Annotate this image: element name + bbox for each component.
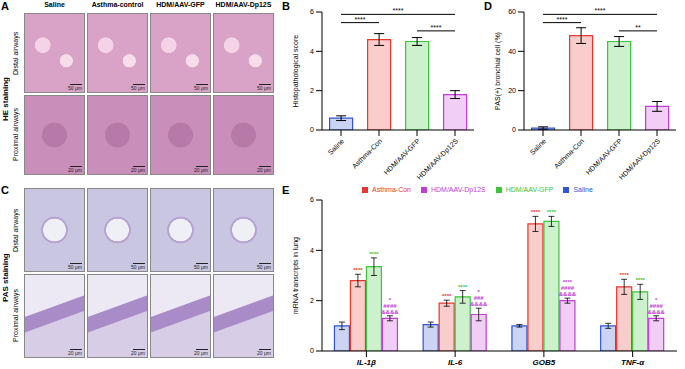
svg-text:*####&&&&: *####&&&& xyxy=(648,297,666,315)
svg-text:Asthma-Con: Asthma-Con xyxy=(553,137,586,170)
html-text:PAS staining: PAS staining xyxy=(1,253,10,303)
svg-text:****: **** xyxy=(595,7,606,14)
html-text:50 μm: 50 μm xyxy=(68,264,82,270)
svg-text:40: 40 xyxy=(508,48,516,55)
html-text:50 μm: 50 μm xyxy=(194,85,208,91)
svg-text:HDM/AAV-Dp12S: HDM/AAV-Dp12S xyxy=(618,137,663,182)
svg-text:2: 2 xyxy=(310,87,314,94)
svg-text:****: **** xyxy=(557,16,568,23)
svg-text:IL-6: IL-6 xyxy=(448,358,463,367)
html-text:Proximal airways: Proximal airways xyxy=(12,289,19,343)
html-text:Saline: Saline xyxy=(44,1,65,8)
svg-text:Histopathological score: Histopathological score xyxy=(292,35,300,107)
html-text:50 μm: 50 μm xyxy=(257,85,271,91)
html-text:Asthma-Con: Asthma-Con xyxy=(372,186,411,193)
svg-text:6: 6 xyxy=(310,196,314,203)
svg-text:****: **** xyxy=(431,24,442,31)
svg-text:0: 0 xyxy=(512,126,516,133)
html-text:HE staining: HE staining xyxy=(1,77,10,121)
svg-text:60: 60 xyxy=(508,8,516,15)
html-text:20 μm: 20 μm xyxy=(68,167,82,173)
html-text:20 μm: 20 μm xyxy=(131,350,145,356)
svg-text:TNF-α: TNF-α xyxy=(621,358,645,367)
svg-text:mRNA transcripts in lung: mRNA transcripts in lung xyxy=(292,237,300,314)
svg-text:4: 4 xyxy=(310,247,314,254)
svg-text:HDM/AAV-GFP: HDM/AAV-GFP xyxy=(383,137,422,176)
svg-text:****: **** xyxy=(355,16,366,23)
svg-text:PAS(+) bronchial cell (%): PAS(+) bronchial cell (%) xyxy=(494,32,502,110)
html-text:20 μm: 20 μm xyxy=(257,350,271,356)
svg-text:Saline: Saline xyxy=(327,137,346,156)
svg-text:****: **** xyxy=(636,277,646,283)
svg-text:IL-1β: IL-1β xyxy=(357,358,376,367)
svg-text:HDM/AAV-Dp12S: HDM/AAV-Dp12S xyxy=(416,137,461,182)
svg-text:****: **** xyxy=(458,284,468,290)
svg-text:Asthma-Con: Asthma-Con xyxy=(351,137,384,170)
svg-text:****: **** xyxy=(369,251,379,257)
html-text:Distal airways: Distal airways xyxy=(12,208,19,252)
html-text:A: A xyxy=(1,0,9,12)
svg-text:Saline: Saline xyxy=(529,137,548,156)
html-text:50 μm: 50 μm xyxy=(194,264,208,270)
html-text:20 μm: 20 μm xyxy=(257,167,271,173)
html-text:HDM/AAV-Dp12S: HDM/AAV-Dp12S xyxy=(215,1,272,8)
html-text:50 μm: 50 μm xyxy=(131,85,145,91)
html-text:Saline: Saline xyxy=(573,186,593,193)
svg-text:6: 6 xyxy=(310,8,314,15)
svg-text:*###&&&&: *###&&&& xyxy=(470,289,488,307)
html-text:Asthma-control: Asthma-control xyxy=(91,1,144,8)
html-text:C: C xyxy=(1,184,9,196)
html-text:20 μm: 20 μm xyxy=(131,167,145,173)
svg-text:2: 2 xyxy=(310,297,314,304)
html-text:20 μm: 20 μm xyxy=(194,167,208,173)
html-text:Proximal airways: Proximal airways xyxy=(12,108,19,162)
svg-text:****: **** xyxy=(442,293,452,299)
svg-text:****: **** xyxy=(620,272,630,278)
svg-text:4: 4 xyxy=(310,48,314,55)
svg-text:*####&&&&: *####&&&& xyxy=(381,297,399,315)
html-text:50 μm: 50 μm xyxy=(68,85,82,91)
svg-text:****: **** xyxy=(547,209,557,215)
html-text:20 μm: 20 μm xyxy=(68,350,82,356)
html-text:HDM/AAV-GFP: HDM/AAV-GFP xyxy=(156,1,205,8)
html-text:D: D xyxy=(484,0,492,12)
svg-text:****: **** xyxy=(393,7,404,14)
svg-text:****: **** xyxy=(531,209,541,215)
html-text:Distal airways: Distal airways xyxy=(12,31,19,75)
svg-text:0: 0 xyxy=(310,347,314,354)
html-text:B: B xyxy=(282,0,290,12)
svg-text:****####&&&&: ****####&&&& xyxy=(559,279,577,297)
html-text:HDM/AAV-Dp12S: HDM/AAV-Dp12S xyxy=(431,186,486,193)
svg-text:0: 0 xyxy=(310,126,314,133)
html-text:E: E xyxy=(282,184,290,196)
svg-text:20: 20 xyxy=(508,87,516,94)
svg-text:****: **** xyxy=(353,267,363,273)
html-text:HDM/AAV-GFP: HDM/AAV-GFP xyxy=(505,186,554,193)
svg-text:HDM/AAV-GFP: HDM/AAV-GFP xyxy=(585,137,624,176)
html-text:50 μm: 50 μm xyxy=(257,264,271,270)
html-text:20 μm: 20 μm xyxy=(194,350,208,356)
svg-text:GOB5: GOB5 xyxy=(533,358,556,367)
svg-text:**: ** xyxy=(635,24,641,31)
html-text:50 μm: 50 μm xyxy=(131,264,145,270)
